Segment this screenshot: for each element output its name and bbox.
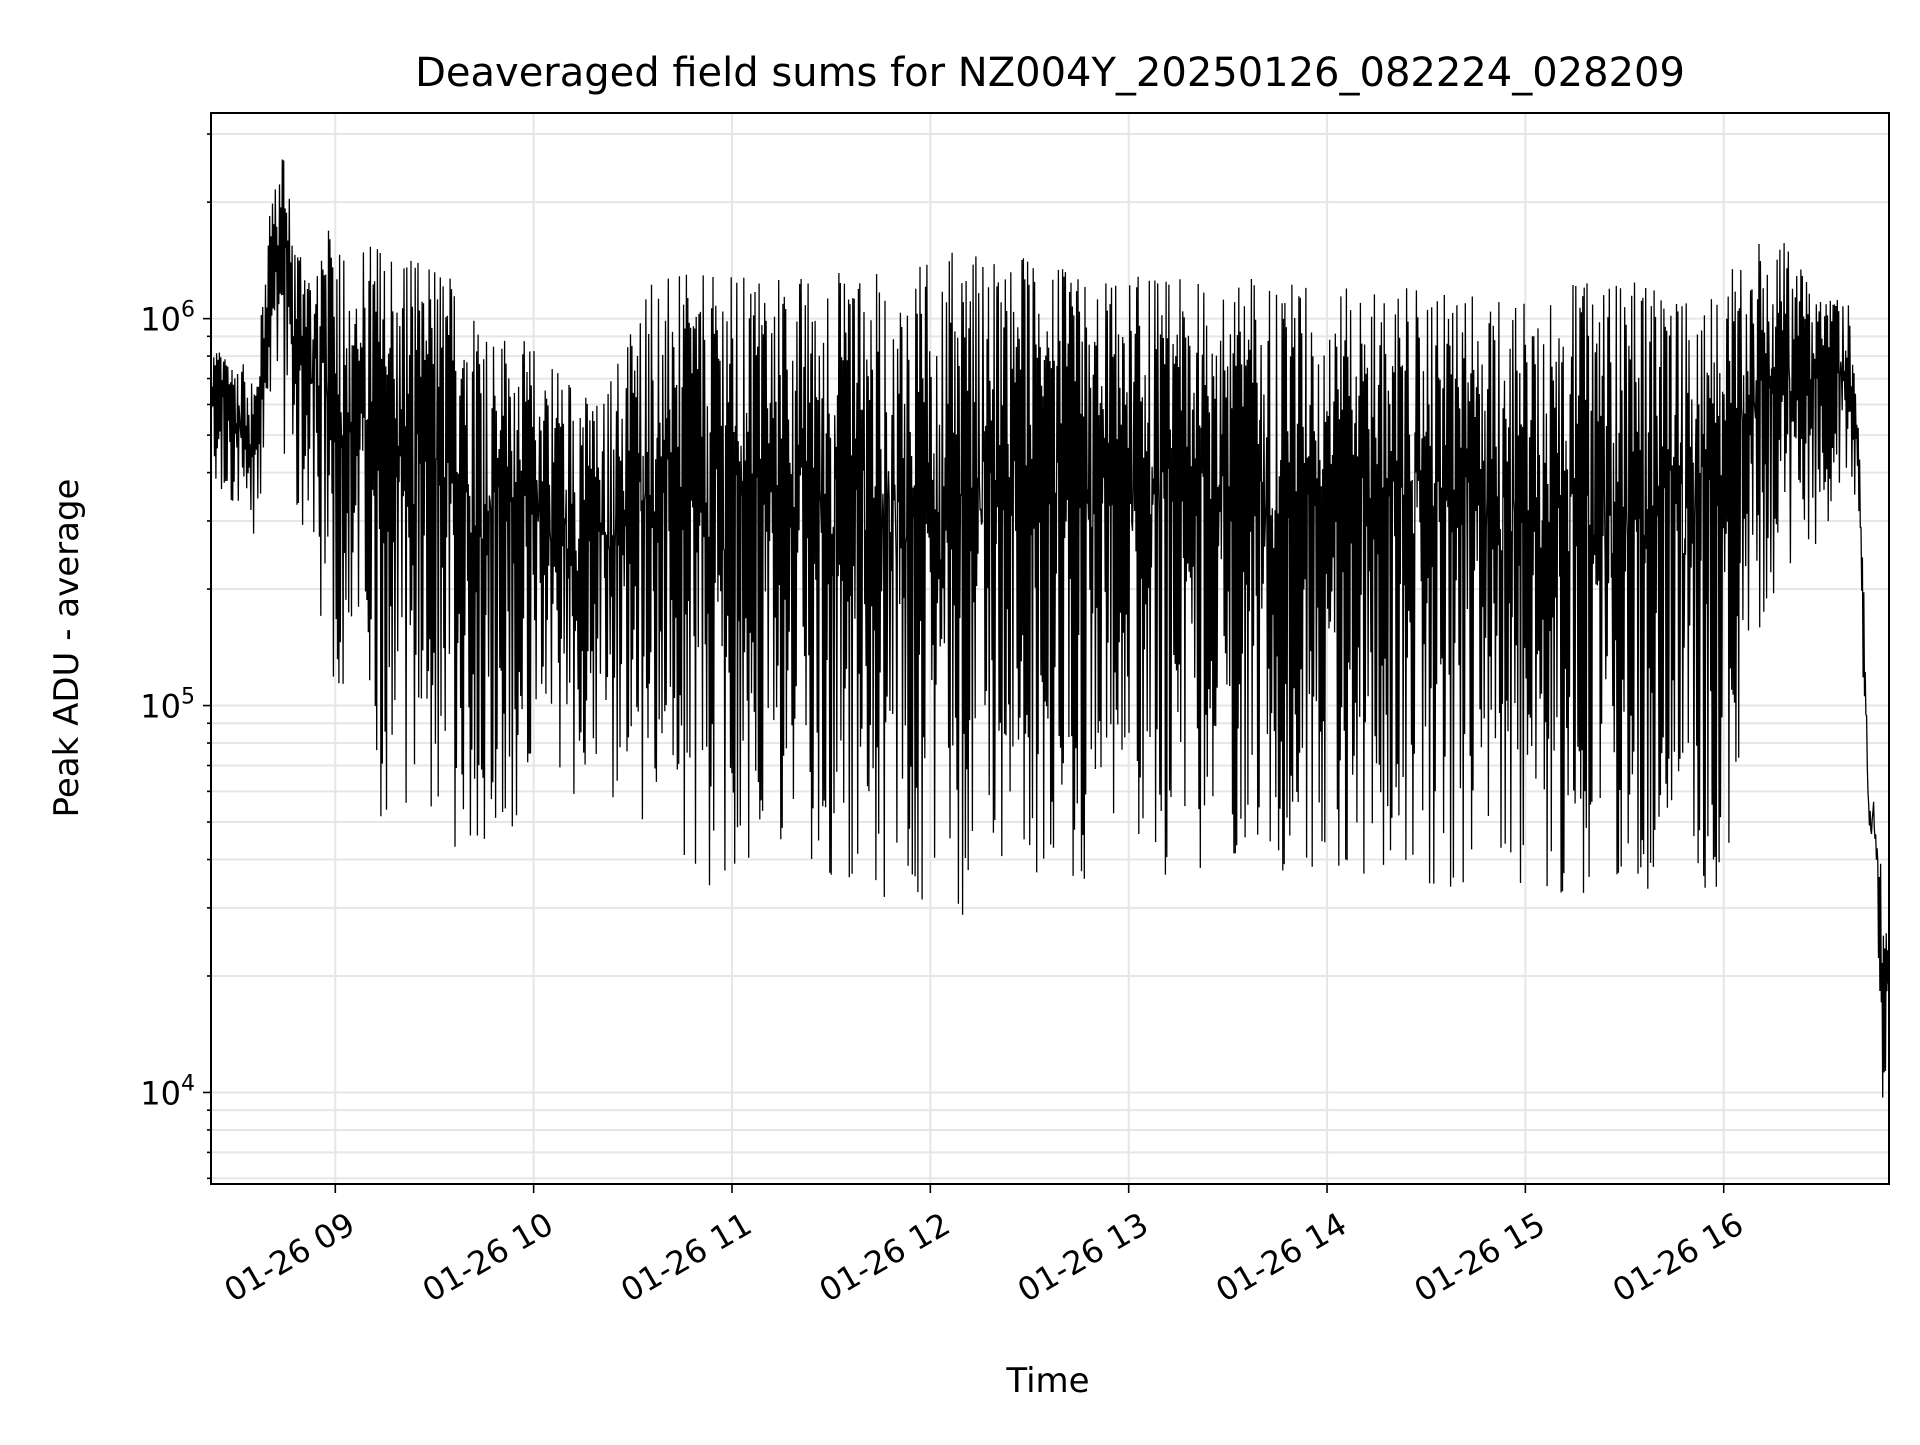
y-tick-base: 10 <box>140 301 181 339</box>
x-axis-label: Time <box>1005 1361 1089 1401</box>
y-tick-exponent: 5 <box>181 685 195 710</box>
plot-frame <box>210 112 1890 1185</box>
y-tick-base: 10 <box>140 688 181 726</box>
y-tick-exponent: 4 <box>181 1071 195 1096</box>
chart-title: Deaveraged field sums for NZ004Y_2025012… <box>415 50 1685 96</box>
y-axis-label: Peak ADU - average <box>47 479 87 818</box>
y-tick-label: 105 <box>140 685 195 726</box>
series-layer <box>211 159 1889 1098</box>
y-tick-label: 106 <box>140 298 195 339</box>
y-tick-label: 104 <box>140 1071 195 1112</box>
series-line <box>211 159 1889 1098</box>
y-tick-exponent: 6 <box>181 298 195 323</box>
y-tick-base: 10 <box>140 1074 181 1112</box>
